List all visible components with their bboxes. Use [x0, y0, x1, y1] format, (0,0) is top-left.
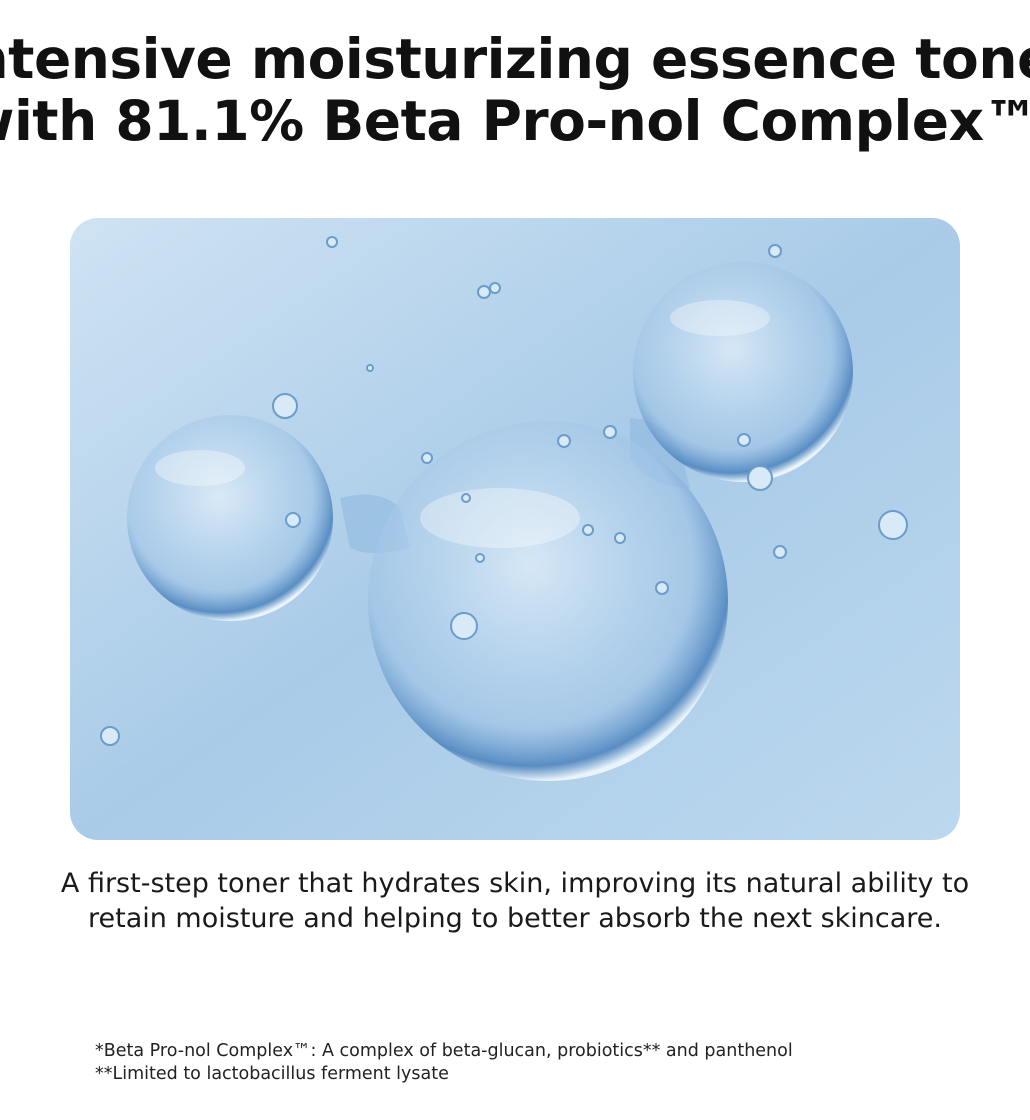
title: Intensive moisturizing essence toner wit… [0, 28, 1030, 152]
description: A first-step toner that hydrates skin, i… [60, 868, 970, 934]
title-line: Intensive moisturizing essence toner [0, 28, 1030, 91]
footnote: **Limited to lactobacillus ferment lysat… [95, 1064, 449, 1084]
product-visual [70, 218, 960, 840]
footnotes: *Beta Pro-nol Complex™: A complex of bet… [95, 1040, 793, 1086]
title-line: with 81.1% Beta Pro-nol Complex™* [0, 89, 1030, 152]
footnote: *Beta Pro-nol Complex™: A complex of bet… [95, 1041, 793, 1061]
